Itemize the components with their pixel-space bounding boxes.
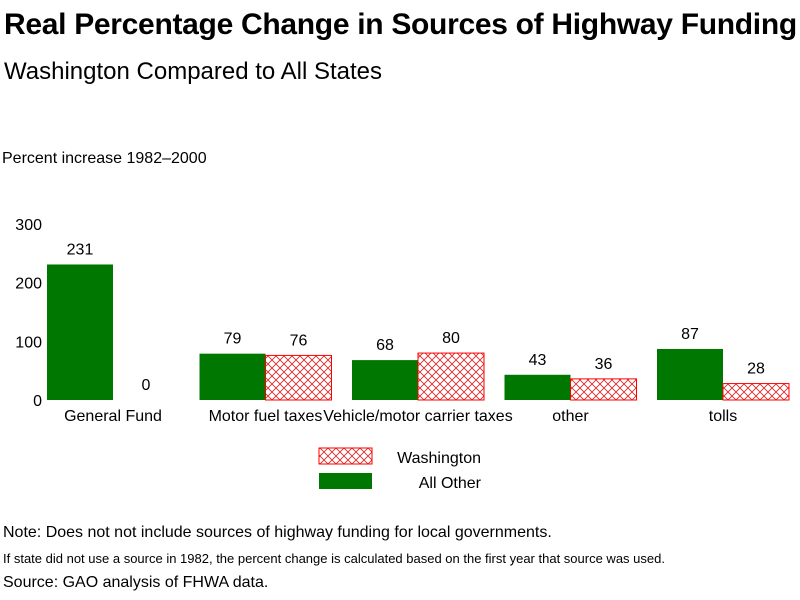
bar-all-other: [199, 353, 266, 400]
bar-all-other: [504, 374, 571, 400]
data-label: 36: [595, 356, 613, 373]
legend: Washington All Other: [318, 447, 482, 492]
chart-title: Real Percentage Change in Sources of Hig…: [4, 8, 797, 41]
y-axis-label: Percent increase 1982–2000: [2, 150, 207, 167]
y-tick-label: 0: [33, 393, 42, 410]
bar-all-other: [47, 264, 113, 400]
bar-all-other: [657, 348, 723, 400]
category-label: Vehicle/motor carrier taxes: [323, 408, 512, 425]
category-label: General Fund: [64, 408, 162, 425]
note-first-year: If state did not use a source in 1982, t…: [3, 551, 665, 566]
bar-chart: 0 100 200 300 231 0 79 76 68 80 43 36 87 28 General …: [15, 217, 790, 492]
y-tick-label: 200: [15, 276, 42, 293]
data-label: 28: [747, 361, 765, 378]
data-label: 43: [529, 352, 547, 369]
chart-subtitle: Washington Compared to All States: [4, 58, 382, 85]
category-labels-group: General Fund Motor fuel taxes Vehicle/moto…: [64, 408, 737, 425]
category-label: other: [552, 408, 589, 425]
bar-washington: [722, 383, 790, 401]
y-tick-label: 100: [15, 334, 42, 351]
note-local-governments: Note: Does not not include sources of hi…: [3, 524, 552, 541]
source-note: Source: GAO analysis of FHWA data.: [3, 574, 269, 591]
legend-label: All Other: [419, 475, 482, 492]
data-label: 76: [290, 332, 308, 349]
bar-all-other: [352, 360, 418, 400]
bar-washington: [265, 354, 332, 401]
legend-label: Washington: [397, 450, 481, 467]
bar-washington: [570, 378, 637, 401]
data-label: 68: [376, 337, 394, 354]
category-label: tolls: [709, 408, 737, 425]
y-axis-ticks: 0 100 200 300: [15, 217, 42, 410]
y-tick-label: 300: [15, 217, 42, 234]
data-label: 0: [142, 377, 151, 394]
legend-swatch-all-other: [319, 473, 372, 489]
legend-swatch-washington: [318, 447, 373, 465]
data-label: 79: [224, 331, 242, 348]
value-labels-group: 231 0 79 76 68 80 43 36 87 28: [67, 241, 765, 394]
category-label: Motor fuel taxes: [209, 408, 323, 425]
bar-washington: [417, 352, 485, 401]
data-label: 87: [681, 326, 699, 343]
data-label: 231: [67, 241, 94, 258]
data-label: 80: [442, 330, 460, 347]
bars-group: [47, 264, 790, 401]
